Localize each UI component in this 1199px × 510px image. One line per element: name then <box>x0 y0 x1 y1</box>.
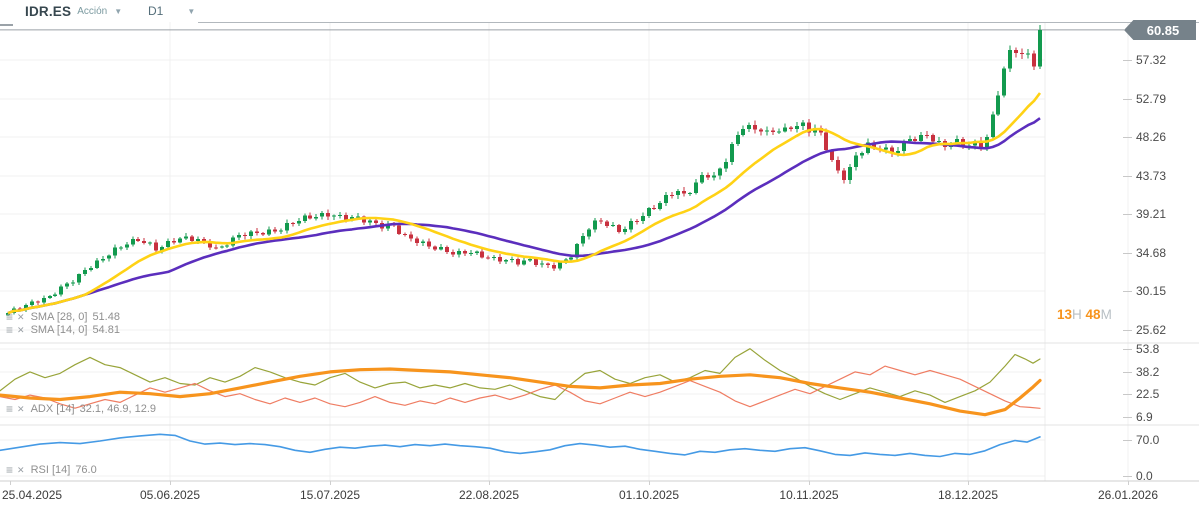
toolbar-handle[interactable] <box>0 24 13 26</box>
instrument-type-label: Acción <box>77 6 108 17</box>
time-tick-mark <box>330 481 331 485</box>
rsi-axis-label: 0.0 <box>1136 469 1153 483</box>
axis-tick-mark <box>1123 440 1132 441</box>
symbol-label: IDR.ES <box>25 4 72 19</box>
time-tick-mark <box>1128 481 1129 485</box>
time-tick-mark <box>809 481 810 485</box>
gridlines-layer <box>0 22 1129 481</box>
date-label: 26.01.2026 <box>1097 488 1159 502</box>
time-tick-mark <box>968 481 969 485</box>
date-label: 25.04.2025 <box>2 488 63 502</box>
adx-legend: ≡ ✕ ADX [14] 32.1, 46.9, 12.9 <box>6 402 156 416</box>
timeframe-dropdown-caret[interactable]: ▼ <box>187 6 196 16</box>
current-price-badge: 60.85 <box>1124 20 1196 40</box>
close-icon[interactable]: ✕ <box>17 325 25 335</box>
adx-label: ADX [14] <box>30 403 75 415</box>
adx-axis-label: 22.5 <box>1136 387 1160 401</box>
candle-countdown: 13H 48M <box>1057 307 1112 322</box>
date-label: 05.06.2025 <box>139 488 201 502</box>
di-plus-line <box>0 348 1041 403</box>
axis-tick-mark <box>1123 476 1132 477</box>
price-axis-label: 39.21 <box>1136 207 1167 221</box>
sma-slow-legend: ≡ ✕ SMA [28, 0] 51.48 <box>6 310 120 324</box>
adx-axis-label: 38.2 <box>1136 365 1160 379</box>
rsi-label: RSI [14] <box>30 464 71 476</box>
menu-icon[interactable]: ≡ <box>6 463 14 477</box>
date-label: 15.07.2025 <box>299 488 361 502</box>
current-price-value: 60.85 <box>1146 22 1180 38</box>
sma-fast-legend: ≡ ✕ SMA [14, 0] 54.81 <box>6 323 120 337</box>
axis-tick-mark <box>1123 394 1132 395</box>
menu-icon[interactable]: ≡ <box>6 310 14 324</box>
time-tick-mark <box>170 481 171 485</box>
countdown-hours-unit: H <box>1072 307 1082 322</box>
sma-fast-line <box>7 92 1042 315</box>
rsi-legend: ≡ ✕ RSI [14] 76.0 <box>6 463 97 477</box>
sma-fast-value: 54.81 <box>92 324 120 336</box>
time-tick-mark <box>649 481 650 485</box>
adx-values: 32.1, 46.9, 12.9 <box>79 403 157 415</box>
date-label: 22.08.2025 <box>458 488 520 502</box>
axis-tick-mark <box>1123 291 1132 292</box>
close-icon[interactable]: ✕ <box>17 312 25 322</box>
rsi-axis-label: 70.0 <box>1136 433 1160 447</box>
time-tick-mark <box>10 481 11 485</box>
date-label: 01.10.2025 <box>618 488 680 502</box>
instrument-selector[interactable]: IDR.ES Acción ▼ <box>25 4 122 19</box>
date-label: 10.11.2025 <box>779 488 839 502</box>
time-tick-mark <box>489 481 490 485</box>
countdown-minutes: 48 <box>1085 307 1101 322</box>
price-axis-label: 52.79 <box>1136 92 1167 106</box>
candles-layer <box>6 24 1042 317</box>
menu-icon[interactable]: ≡ <box>6 323 14 337</box>
rsi-line <box>0 433 1041 458</box>
date-label: 18.12.2025 <box>937 488 999 502</box>
symbol-dropdown-caret[interactable]: ▼ <box>114 7 123 16</box>
sma-fast-label: SMA [14, 0] <box>30 324 88 336</box>
axis-tick-mark <box>1123 214 1132 215</box>
timeframe-selector[interactable]: D1 ▼ <box>148 4 195 18</box>
axis-tick-mark <box>1123 137 1132 138</box>
close-icon[interactable]: ✕ <box>17 465 25 475</box>
price-axis-label: 25.62 <box>1136 323 1167 337</box>
sma-slow-line <box>7 117 1041 315</box>
adx-axis-label: 53.8 <box>1136 342 1160 356</box>
axis-tick-mark <box>1123 176 1132 177</box>
countdown-minutes-unit: M <box>1100 307 1112 322</box>
timeframe-label: D1 <box>148 4 164 18</box>
di-minus-line <box>0 365 1041 409</box>
price-axis-label: 34.68 <box>1136 246 1167 260</box>
rsi-value: 76.0 <box>75 464 97 476</box>
axis-tick-mark <box>1123 99 1132 100</box>
menu-icon[interactable]: ≡ <box>6 402 14 416</box>
price-axis-label: 57.32 <box>1136 53 1167 67</box>
axis-tick-mark <box>1123 417 1132 418</box>
price-axis-label: 48.26 <box>1136 130 1167 144</box>
axis-tick-mark <box>1123 372 1132 373</box>
header-divider <box>198 22 1199 23</box>
adx-line <box>0 367 1042 417</box>
axis-tick-mark <box>1123 330 1132 331</box>
adx-axis-label: 6.9 <box>1136 410 1153 424</box>
price-axis-label: 30.15 <box>1136 284 1167 298</box>
close-icon[interactable]: ✕ <box>17 404 25 414</box>
axis-tick-mark <box>1123 349 1132 350</box>
countdown-hours: 13 <box>1057 307 1073 322</box>
sma-slow-label: SMA [28, 0] <box>30 311 88 323</box>
sma-slow-value: 51.48 <box>92 311 120 323</box>
axis-tick-mark <box>1123 253 1132 254</box>
axis-tick-mark <box>1123 60 1132 61</box>
price-axis-label: 43.73 <box>1136 169 1167 183</box>
